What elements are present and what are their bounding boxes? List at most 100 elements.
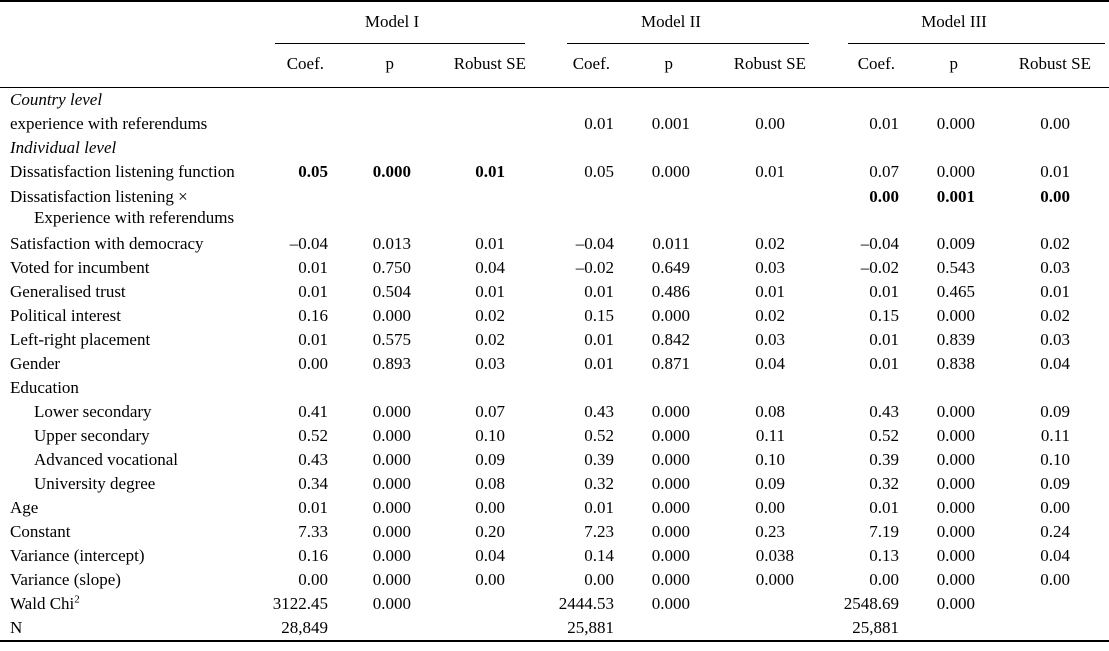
value-cell: [514, 184, 614, 232]
value-cell: [975, 592, 1079, 616]
table-row: N 28,849 25,881 25,881: [0, 616, 1109, 641]
spacer-cell: [1079, 472, 1109, 496]
value-cell: 0.00: [298, 570, 328, 589]
column-header-robust-se: Robust SE: [690, 1, 806, 88]
value-cell: 0.000: [936, 570, 975, 589]
table-row: Dissatisfaction listening function 0.05 0.…: [0, 160, 1109, 184]
value-cell: 0.05: [584, 162, 614, 181]
value-cell: 0.05: [298, 162, 328, 181]
value-cell: 0.00: [298, 354, 328, 373]
row-label: Dissatisfaction listening × Experience wi…: [10, 186, 235, 227]
value-cell: 0.000: [936, 498, 975, 517]
value-cell: 0.000: [651, 306, 690, 325]
value-cell: [794, 376, 899, 400]
value-cell: [514, 376, 614, 400]
value-cell: [411, 592, 514, 616]
value-cell: 2444.53: [558, 594, 614, 613]
value-cell: 0.07: [869, 162, 899, 181]
row-label: N: [10, 618, 23, 637]
spacer-cell: [1079, 280, 1109, 304]
value-cell: [328, 616, 411, 641]
value-cell: 0.01: [755, 282, 785, 301]
value-cell: 0.02: [1040, 306, 1070, 325]
value-cell: 0.09: [475, 450, 505, 469]
value-cell: [411, 616, 514, 641]
value-cell: 0.842: [651, 330, 690, 349]
table-row: University degree 0.34 0.000 0.08 0.32 0.000 0…: [0, 472, 1109, 496]
value-cell: 25,881: [852, 618, 899, 637]
table-row: Country level: [0, 87, 1109, 112]
value-cell: [258, 112, 328, 136]
spacer-cell: [1079, 592, 1109, 616]
value-cell: [899, 136, 975, 160]
value-cell: [975, 87, 1079, 112]
value-cell: 0.000: [651, 426, 690, 445]
value-cell: 0.01: [755, 162, 785, 181]
value-cell: 0.34: [298, 474, 328, 493]
value-cell: 0.871: [651, 354, 690, 373]
spacer-cell: [1079, 87, 1109, 112]
value-cell: 0.07: [475, 402, 505, 421]
value-cell: 0.00: [1040, 570, 1070, 589]
value-cell: [614, 184, 690, 232]
row-label: Political interest: [10, 306, 121, 325]
value-cell: 0.504: [372, 282, 411, 301]
value-cell: 0.15: [584, 306, 614, 325]
value-cell: –0.04: [289, 234, 328, 253]
value-cell: [975, 136, 1079, 160]
row-label: Advanced vocational: [34, 450, 178, 469]
value-cell: [614, 616, 690, 641]
row-label: Variance (slope): [10, 570, 121, 589]
value-cell: 0.543: [936, 258, 975, 277]
value-cell: 0.000: [372, 426, 411, 445]
value-cell: 3122.45: [272, 594, 328, 613]
value-cell: [690, 136, 794, 160]
value-cell: 0.01: [298, 330, 328, 349]
spacer-cell: [1079, 328, 1109, 352]
value-cell: 0.04: [475, 258, 505, 277]
value-cell: 0.52: [584, 426, 614, 445]
value-cell: 0.01: [1040, 282, 1070, 301]
value-cell: [328, 112, 411, 136]
value-cell: 0.000: [651, 546, 690, 565]
value-cell: 0.14: [584, 546, 614, 565]
value-cell: 0.465: [936, 282, 975, 301]
value-cell: 0.000: [651, 498, 690, 517]
row-label: Variance (intercept): [10, 546, 145, 565]
column-header-p: p: [328, 1, 411, 88]
table-row: Individual level: [0, 136, 1109, 160]
model-group-label: Model I: [364, 12, 420, 31]
row-label: Dissatisfaction listening function: [10, 162, 235, 181]
spacer-cell: [1079, 520, 1109, 544]
value-cell: 0.10: [1040, 450, 1070, 469]
value-cell: 0.000: [372, 522, 411, 541]
row-label: Individual level: [10, 138, 117, 157]
value-cell: 0.04: [1040, 546, 1070, 565]
value-cell: [975, 376, 1079, 400]
spacer-cell: [1079, 568, 1109, 592]
value-cell: 0.01: [584, 354, 614, 373]
spacer-cell: [1079, 376, 1109, 400]
value-cell: [411, 376, 514, 400]
row-label: Constant: [10, 522, 71, 541]
value-cell: 0.09: [755, 474, 785, 493]
value-cell: 0.000: [755, 570, 794, 589]
value-cell: –0.04: [860, 234, 899, 253]
value-cell: 0.52: [298, 426, 328, 445]
value-cell: [614, 87, 690, 112]
value-cell: [794, 136, 899, 160]
value-cell: [614, 376, 690, 400]
value-cell: 0.00: [869, 186, 899, 206]
table-row: Variance (slope) 0.00 0.000 0.00 0.00 0.000 0.…: [0, 568, 1109, 592]
value-cell: 0.03: [755, 258, 785, 277]
column-header-p: p: [899, 1, 975, 88]
value-cell: 0.43: [298, 450, 328, 469]
value-cell: 0.000: [372, 546, 411, 565]
value-cell: 0.750: [372, 258, 411, 277]
table-row: Variance (intercept) 0.16 0.000 0.04 0.14 0.0…: [0, 544, 1109, 568]
value-cell: 0.03: [475, 354, 505, 373]
value-cell: 0.839: [936, 330, 975, 349]
value-cell: [514, 136, 614, 160]
value-cell: [690, 184, 794, 232]
